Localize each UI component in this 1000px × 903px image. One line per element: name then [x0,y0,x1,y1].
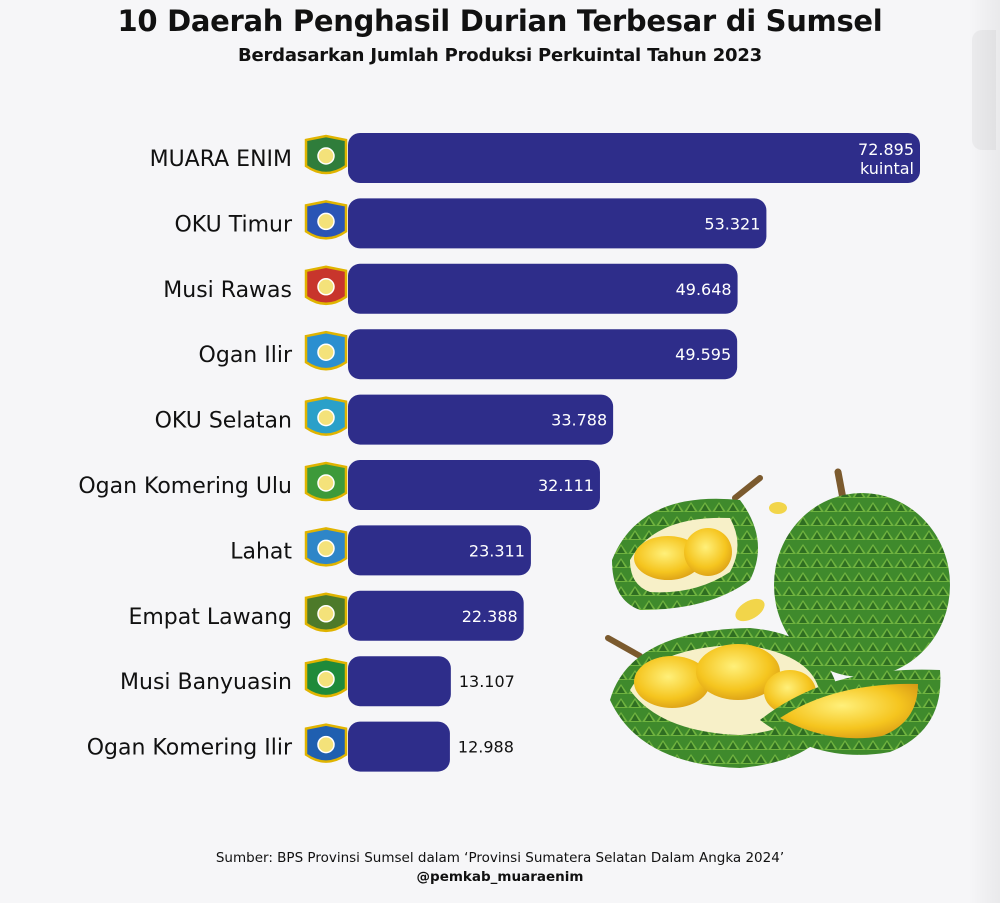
bar [348,394,614,445]
emblem-center-icon [317,474,335,492]
emblem-center-icon [317,343,335,361]
emblem-center-icon [317,408,335,427]
value-label: 33.788 [551,411,607,430]
category-label: Ogan Komering Ilir [87,736,293,761]
bar [348,133,920,183]
durian-slice [760,669,941,755]
category-label: OKU Selatan [155,409,292,434]
bar [348,656,451,707]
emblem-center-icon [317,735,335,754]
value-label: 32.111 [538,476,594,495]
bar [348,590,524,641]
emblem-center-icon [317,147,335,165]
value-label: 22.388 [462,607,518,626]
category-label: Empat Lawang [128,605,292,630]
category-label: OKU Timur [174,212,292,237]
value-label: 49.595 [675,345,731,364]
category-label: Lahat [230,539,292,564]
opened-durian-top [612,475,763,610]
value-label: 53.321 [704,214,760,233]
value-label: 72.895 [858,140,914,159]
bar [348,329,738,380]
emblem-center-icon [317,212,335,231]
whole-durian [774,468,950,677]
social-handle: @pemkab_muaraenim [416,869,584,885]
bar [348,198,767,249]
category-label: Ogan Ilir [199,343,293,368]
emblem-center-icon [317,278,335,296]
emblem-center-icon [317,670,335,688]
source-note: Sumber: BPS Provinsi Sumsel dalam ‘Provi… [215,850,785,866]
category-label: Ogan Komering Ulu [78,474,292,499]
value-label: 23.311 [469,541,525,560]
emblem-center-icon [317,605,335,623]
category-label: MUARA ENIM [150,147,292,172]
bar [348,525,531,576]
value-label: 13.107 [459,672,515,691]
category-label: Musi Banyuasin [120,670,292,695]
bar [348,460,600,510]
emblem-center-icon [317,539,335,558]
chart-title: 10 Daerah Penghasil Durian Terbesar di S… [117,4,883,38]
bar [348,721,450,772]
durian-fruit-illustration [605,468,950,768]
value-label: 49.648 [676,280,732,299]
bar [348,263,738,314]
unit-label: kuintal [860,159,914,178]
category-label: Musi Rawas [163,278,292,303]
chart-subtitle: Berdasarkan Jumlah Produksi Perkuintal T… [237,45,763,66]
value-label: 12.988 [458,738,514,757]
window-edge [968,0,1000,903]
